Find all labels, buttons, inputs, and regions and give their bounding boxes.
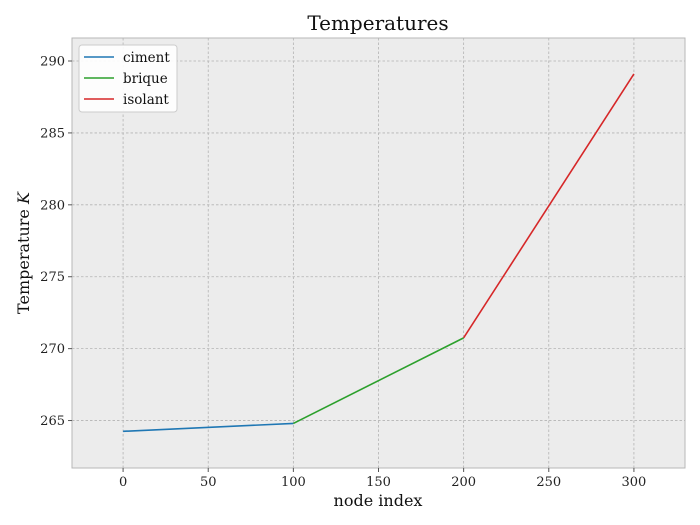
- legend-label-brique: brique: [123, 71, 168, 87]
- series-lines: [123, 73, 635, 433]
- x-tick-label: 50: [200, 475, 217, 490]
- legend-label-isolant: isolant: [123, 92, 169, 108]
- x-axis-ticks: 0 50 100 150 200 250 300: [119, 468, 646, 490]
- y-tick-label: 280: [40, 198, 65, 213]
- series-line-brique: [293, 337, 464, 425]
- x-axis-label: node index: [334, 491, 423, 510]
- y-axis-label: Temperature K: [14, 191, 33, 314]
- y-axis-label-text: Temperature: [14, 209, 33, 314]
- y-tick-label: 270: [40, 342, 65, 357]
- series-line-ciment: [123, 422, 294, 433]
- grid-lines: [72, 38, 685, 468]
- y-axis-ticks: 265 270 275 280 285 290: [40, 55, 72, 429]
- x-tick-label: 250: [536, 475, 561, 490]
- x-tick-label: 300: [622, 475, 647, 490]
- y-tick-label: 290: [40, 55, 65, 70]
- y-axis-label-unit: K: [14, 191, 33, 205]
- x-tick-label: 150: [366, 475, 391, 490]
- x-tick-label: 100: [281, 475, 306, 490]
- y-tick-label: 285: [40, 126, 65, 141]
- legend-label-ciment: ciment: [123, 50, 170, 66]
- x-tick-label: 200: [451, 475, 476, 490]
- y-tick-label: 275: [40, 270, 65, 285]
- x-tick-label: 0: [119, 475, 127, 490]
- y-tick-label: 265: [40, 414, 65, 429]
- series-line-isolant: [462, 73, 635, 339]
- legend-box: [78, 44, 178, 113]
- legend: ciment brique isolant: [78, 44, 178, 113]
- chart-title: Temperatures: [307, 11, 448, 35]
